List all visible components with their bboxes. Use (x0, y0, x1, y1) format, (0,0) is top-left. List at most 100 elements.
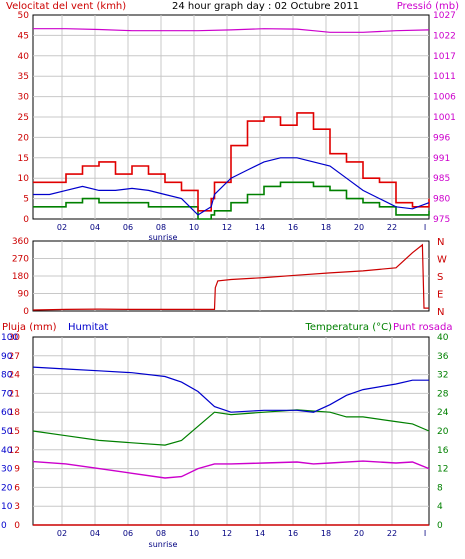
panel3-humidity-tick-label: 10 (1, 502, 13, 512)
humidity-series (32, 366, 429, 413)
panel1-x-tick-label: 14 (255, 223, 265, 232)
panel3-x-tick-label: 14 (255, 529, 265, 538)
panel3-x-tick-label: 10 (189, 529, 199, 538)
panel1-x-tick-label: 22 (387, 223, 397, 232)
panel1-right-tick-label: 1006 (433, 93, 456, 103)
panel2-left-tick-label: 180 (12, 272, 29, 282)
panel3-x-tick-label: 08 (156, 529, 166, 538)
panel3-humidity-tick-label: 20 (1, 483, 13, 493)
panel2-left-tick-label: 360 (12, 237, 29, 247)
panel3-x-tick-label: I (424, 529, 426, 538)
panel3-temperature-tick-label: 12 (437, 465, 448, 475)
panel1-left-tick-label: 5 (23, 195, 29, 205)
panel1-left-tick-label: 0 (23, 215, 29, 225)
panel1-title: 24 hour graph day : 02 Octubre 2011 (172, 1, 359, 12)
wind-low-series (33, 181, 430, 220)
panel3-rain-tick-label: 30 (9, 333, 21, 343)
panel2-left-tick-label: 270 (12, 255, 29, 265)
panel1-x-tick-label: I (424, 223, 426, 232)
panel1-x-tick-label: 08 (156, 223, 166, 232)
panel3-rain-tick-label: 18 (9, 408, 21, 418)
panel3-rain-tick-label: 12 (9, 446, 20, 456)
panel1-left-tick-label: 20 (18, 133, 30, 143)
panel1-x-tick-label: 02 (57, 223, 67, 232)
panel1-left-tick-label: 50 (18, 11, 30, 21)
panel3-rain-tick-label: 0 (14, 521, 20, 531)
panel1-right-tick-label: 1011 (433, 72, 456, 82)
temperature-series (32, 409, 430, 446)
panel3-humidity-tick-label: 60 (1, 408, 13, 418)
panel3-temperature-tick-label: 24 (437, 408, 449, 418)
panel3-humidity-tick-label: 40 (1, 446, 13, 456)
panel3-humidity-tick-label: 80 (1, 371, 13, 381)
panel1-x-tick-label: 10 (189, 223, 199, 232)
panel3-rain-tick-label: 6 (14, 483, 20, 493)
panel2-left-tick-label: 90 (18, 290, 30, 300)
panel1-left-tick-label: 30 (18, 93, 30, 103)
panel2-compass-label: S (437, 272, 443, 283)
panel3-temperature-tick-label: 40 (437, 333, 449, 343)
panel3-x-tick-label: 06 (123, 529, 133, 538)
panel3-x-tick-label: 02 (57, 529, 67, 538)
panel3-temperature-tick-label: 4 (437, 502, 443, 512)
panel3-dewpoint-label: Punt rosada (393, 322, 452, 333)
panel3-temperature-tick-label: 36 (437, 352, 449, 362)
panel1-left-tick-label: 10 (18, 174, 30, 184)
panel2-compass-label: N (437, 307, 444, 318)
panel1-right-axis-label: Pressió (mb) (397, 0, 459, 12)
panel3-rain-tick-label: 24 (9, 371, 21, 381)
panel3-x-tick-label: 16 (288, 529, 298, 538)
panel1-right-tick-label: 1001 (433, 113, 456, 123)
panel1-left-tick-label: 25 (18, 113, 29, 123)
panel1-right-tick-label: 1017 (433, 52, 456, 62)
wind-direction-series (32, 243, 429, 311)
panel1-left-tick-label: 45 (18, 31, 29, 41)
panel1-left-tick-label: 40 (18, 52, 30, 62)
panel3-rain-tick-label: 21 (9, 389, 20, 399)
panel3-rain-label: Pluja (mm) (2, 322, 57, 333)
panel2-compass-label: E (437, 290, 443, 301)
panel3-sunrise-label: sunrise (149, 540, 178, 549)
panel1-x-tick-label: 16 (288, 223, 298, 232)
panel1-x-tick-label: 20 (354, 223, 364, 232)
panel3-temperature-tick-label: 8 (437, 483, 443, 493)
pressure-series (33, 28, 430, 33)
panel2-left-tick-label: 0 (23, 307, 29, 317)
panel3-temperature-tick-label: 32 (437, 371, 448, 381)
panel3-x-tick-label: 22 (387, 529, 397, 538)
panel3-humidity-tick-label: 100 (1, 333, 18, 343)
panel3-temperature-tick-label: 0 (437, 521, 443, 531)
panel3-humidity-tick-label: 0 (1, 521, 7, 531)
dewpoint-series (32, 460, 430, 479)
panel3-rain-tick-label: 9 (14, 465, 20, 475)
wind-gust-series (33, 112, 430, 212)
panel3-temperature-tick-label: 28 (437, 389, 449, 399)
panel1-x-tick-label: 12 (222, 223, 232, 232)
panel3-rain-tick-label: 3 (14, 502, 20, 512)
panel1-x-tick-label: 18 (321, 223, 331, 232)
panel1-x-tick-label: 04 (90, 223, 100, 232)
panel1-x-tick-label: 06 (123, 223, 133, 232)
panel1-right-tick-label: 1027 (433, 11, 456, 21)
panel3-temperature-label: Temperatura (°C) (304, 322, 392, 333)
panel1-right-tick-label: 985 (433, 174, 450, 184)
panel1-right-tick-label: 1022 (433, 31, 456, 41)
panel1-left-tick-label: 35 (18, 72, 29, 82)
panel3-rain-tick-label: 27 (9, 352, 20, 362)
panel1-right-tick-label: 975 (433, 215, 450, 225)
panel1-left-axis-label: Velocitat del vent (kmh) (6, 1, 126, 12)
panel3-humidity-label: Humitat (68, 322, 108, 333)
panel3-humidity-tick-label: 50 (1, 427, 13, 437)
panel3-x-tick-label: 20 (354, 529, 364, 538)
panel1-sunrise-label: sunrise (149, 233, 178, 242)
panel3-temperature-tick-label: 16 (437, 446, 449, 456)
panel3-humidity-tick-label: 30 (1, 465, 13, 475)
panel2-compass-label: W (437, 255, 447, 266)
panel3-humidity-tick-label: 90 (1, 352, 13, 362)
wind-average-series (33, 157, 430, 216)
panel3-x-tick-label: 12 (222, 529, 232, 538)
panel1-right-tick-label: 996 (433, 133, 450, 143)
panel3-x-tick-label: 04 (90, 529, 100, 538)
panel3-temperature-tick-label: 20 (437, 427, 449, 437)
